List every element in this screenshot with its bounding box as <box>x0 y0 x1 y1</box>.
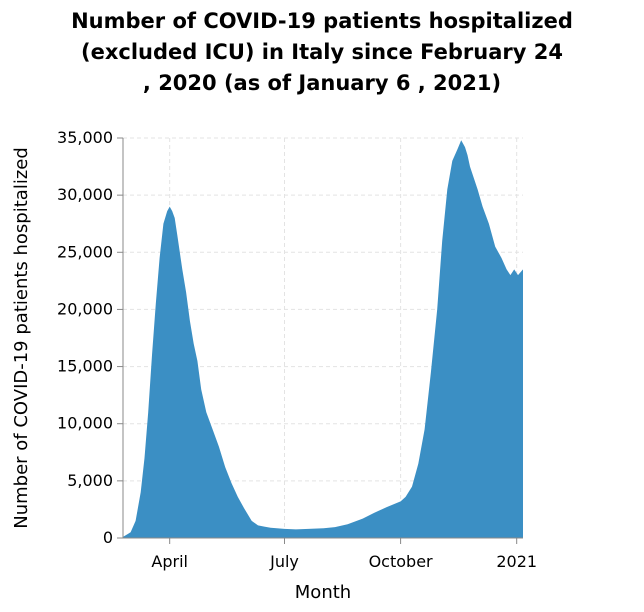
chart-title-line-1: Number of COVID-19 patients hospitalized <box>71 9 573 33</box>
chart-title: Number of COVID-19 patients hospitalized… <box>0 6 644 99</box>
y-tick-label: 15,000 <box>57 357 113 376</box>
chart-title-line-3: , 2020 (as of January 6 , 2021) <box>142 71 502 95</box>
y-tick-label: 25,000 <box>57 242 113 261</box>
x-tick-label: April <box>151 552 188 571</box>
x-tick-label: 2021 <box>496 552 537 571</box>
y-tick-label: 10,000 <box>57 414 113 433</box>
y-tick-label: 0 <box>103 528 113 547</box>
y-tick-label: 5,000 <box>67 471 113 490</box>
y-tick-label: 20,000 <box>57 299 113 318</box>
area-series <box>123 140 523 539</box>
y-tick-label: 35,000 <box>57 128 113 147</box>
plot-area <box>123 140 523 539</box>
x-tick-label: July <box>269 552 299 571</box>
x-axis-title: Month <box>295 582 351 603</box>
chart-title-line-2: (excluded ICU) in Italy since February 2… <box>81 40 563 64</box>
y-axis-title: Number of COVID-19 patients hospitalized <box>11 147 32 529</box>
y-tick-label: 30,000 <box>57 185 113 204</box>
x-tick-label: October <box>369 552 433 571</box>
axes: 0 5,000 10,000 15,000 20,000 25,000 30,000 35,0… <box>57 128 537 571</box>
